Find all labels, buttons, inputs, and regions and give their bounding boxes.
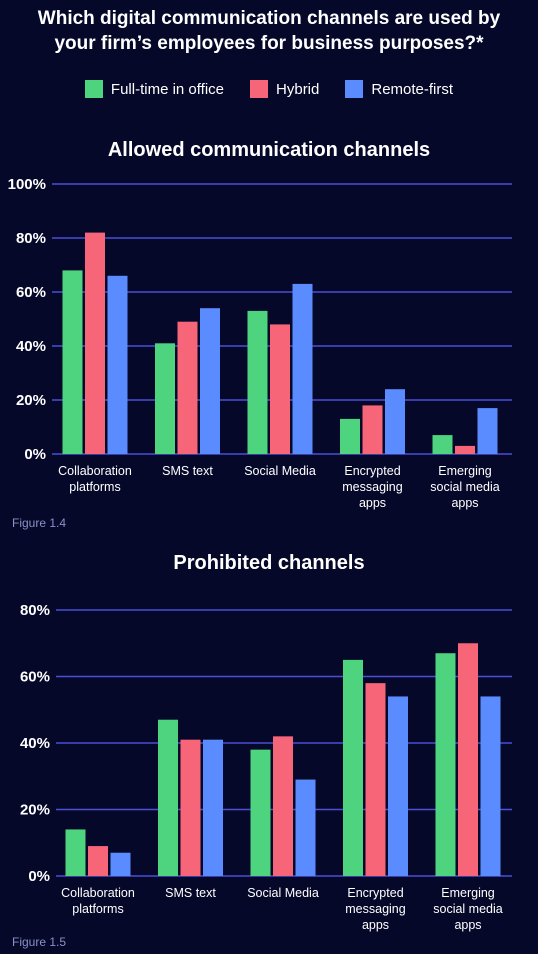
bar-hybrid-sms-text <box>180 739 201 876</box>
bar-hybrid-collaboration-platforms <box>85 232 105 454</box>
x-category-label: Collaboration platforms <box>58 464 132 494</box>
bar-remote-first-social-media <box>295 779 316 876</box>
bar-remote-first-encrypted-messaging-apps <box>385 389 405 454</box>
bar-full-time-in-office-social-media <box>250 749 271 876</box>
y-tick-label: 60% <box>16 284 46 301</box>
bar-remote-first-emerging-social-media-apps <box>477 408 498 454</box>
chart-title-allowed: Allowed communication channels <box>107 139 431 161</box>
bar-hybrid-emerging-social-media-apps <box>455 445 475 454</box>
y-tick-label: 40% <box>20 735 50 752</box>
y-tick-label: 100% <box>8 176 46 193</box>
x-category-label: Collaboration platforms <box>61 886 135 916</box>
y-tick-label: 80% <box>20 602 50 619</box>
bar-remote-first-encrypted-messaging-apps <box>388 696 408 876</box>
x-category-label: Social Media <box>247 886 319 900</box>
bar-hybrid-social-media <box>273 736 293 876</box>
bar-hybrid-collaboration-platforms <box>88 846 108 876</box>
y-tick-label: 80% <box>16 230 46 247</box>
figure-caption-1-5: Figure 1.5 <box>12 935 67 949</box>
y-tick-label: 0% <box>24 446 46 463</box>
legend-swatch-hybrid <box>250 80 269 98</box>
bar-full-time-in-office-social-media <box>247 310 268 454</box>
bar-hybrid-encrypted-messaging-apps <box>365 683 386 876</box>
bar-remote-first-emerging-social-media-apps <box>480 696 501 876</box>
figure-caption-1-4: Figure 1.4 <box>12 516 67 530</box>
y-tick-label: 20% <box>16 392 46 409</box>
bar-full-time-in-office-sms-text <box>155 343 175 454</box>
chart-legend: Full-time in office Hybrid Remote-first <box>0 80 538 98</box>
bar-full-time-in-office-encrypted-messaging-apps <box>340 418 360 454</box>
bar-remote-first-collaboration-platforms <box>107 275 128 454</box>
legend-swatch-full-time <box>84 80 103 98</box>
x-category-label: Encrypted messaging apps <box>345 886 405 932</box>
legend-label-remote-first: Remote-first <box>371 80 454 98</box>
y-tick-label: 0% <box>28 868 50 885</box>
legend-label-full-time: Full-time in office <box>110 80 225 98</box>
bar-remote-first-collaboration-platforms <box>110 852 131 876</box>
bar-remote-first-sms-text <box>200 308 220 454</box>
bar-full-time-in-office-emerging-social-media-apps <box>432 435 453 454</box>
bar-full-time-in-office-collaboration-platforms <box>62 270 83 454</box>
chart-title-prohibited: Prohibited channels <box>173 552 365 574</box>
legend-swatch-remote-first <box>345 80 364 98</box>
bar-full-time-in-office-emerging-social-media-apps <box>435 653 456 876</box>
legend-item-remote-first: Remote-first <box>345 80 453 98</box>
prohibited-channels-chart: 0% 20% 40% 60% 80% Collaboration platforms SMS … <box>20 602 512 932</box>
bar-full-time-in-office-encrypted-messaging-apps <box>343 659 363 876</box>
page-title: Which digital communication channels are… <box>37 8 501 54</box>
x-category-label: SMS text <box>165 886 216 900</box>
bar-remote-first-social-media <box>292 283 313 454</box>
bar-remote-first-sms-text <box>203 739 223 876</box>
x-category-label: Emerging social media apps <box>430 464 500 510</box>
y-tick-label: 20% <box>20 802 50 819</box>
bar-hybrid-sms-text <box>177 321 198 454</box>
legend-label-hybrid: Hybrid <box>276 80 320 98</box>
legend-item-hybrid: Hybrid <box>250 80 319 98</box>
bar-full-time-in-office-collaboration-platforms <box>65 829 86 876</box>
bar-full-time-in-office-sms-text <box>158 719 178 876</box>
bar-hybrid-emerging-social-media-apps <box>458 643 478 876</box>
x-category-label: Encrypted messaging apps <box>342 464 402 510</box>
x-category-label: Social Media <box>244 464 316 478</box>
legend-item-full-time: Full-time in office <box>84 80 225 98</box>
y-tick-label: 40% <box>16 338 46 355</box>
y-tick-label: 60% <box>20 669 50 686</box>
bar-hybrid-social-media <box>270 324 290 454</box>
allowed-channels-chart: 0% 20% 40% 60% 80% 100% Collaboration platforms… <box>8 176 512 510</box>
x-category-label: SMS text <box>162 464 213 478</box>
bar-hybrid-encrypted-messaging-apps <box>362 405 383 454</box>
x-category-label: Emerging social media apps <box>433 886 503 932</box>
